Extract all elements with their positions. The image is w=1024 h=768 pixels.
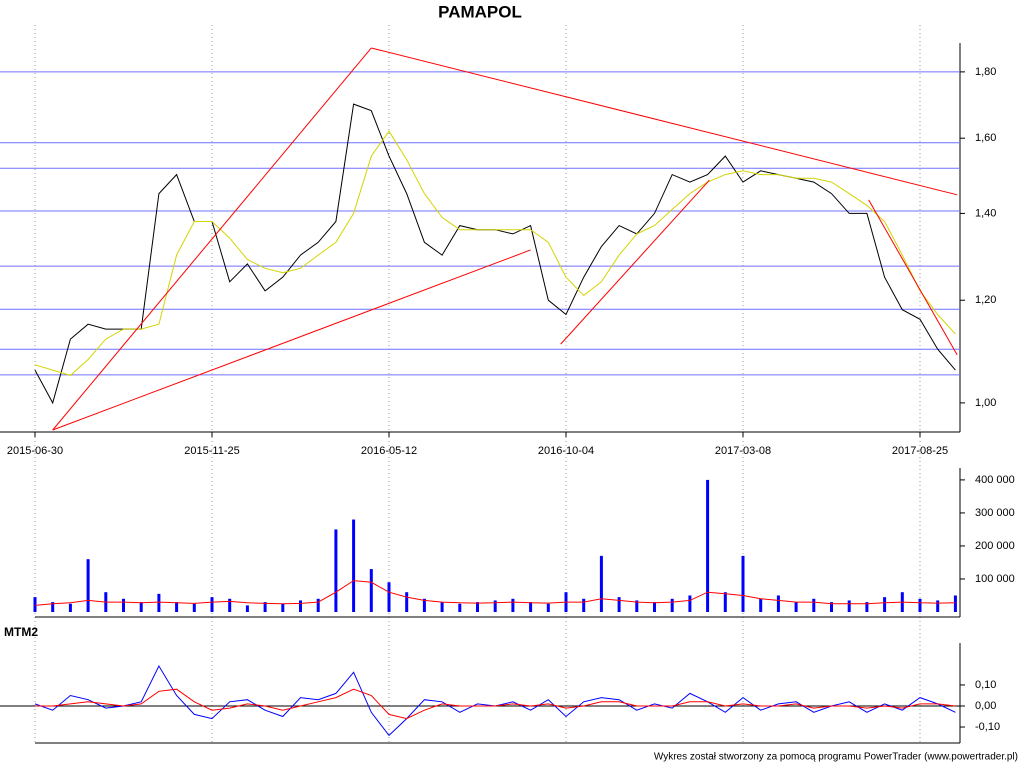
trend-line: [371, 47, 958, 196]
bar: [228, 598, 232, 612]
trend-line: [52, 249, 531, 431]
y-tick-label: 1,60: [975, 132, 996, 144]
trend-line: [868, 199, 958, 356]
x-tick-label: 2017-08-25: [892, 445, 948, 457]
bar: [476, 602, 479, 612]
bar: [387, 582, 391, 612]
bar: [776, 595, 780, 612]
series-line: [35, 688, 956, 720]
bar: [953, 595, 957, 612]
x-tick-label: 2015-06-30: [7, 445, 63, 457]
chart-title: PAMAPOL: [438, 2, 522, 21]
series-line: [34, 130, 956, 376]
bar: [86, 559, 90, 612]
trend-line: [560, 179, 710, 345]
bar: [599, 555, 603, 612]
bar: [883, 597, 887, 612]
bar: [847, 600, 851, 612]
x-tick-label: 2015-11-25: [184, 445, 239, 457]
bar: [157, 593, 161, 612]
y-tick-label: 100 000: [975, 573, 1015, 585]
y-tick-label: 200 000: [975, 540, 1015, 552]
x-tick-label: 2016-05-12: [361, 445, 417, 457]
bar: [830, 602, 833, 612]
bar: [546, 603, 550, 612]
bar: [741, 555, 745, 612]
bar: [334, 529, 338, 612]
bar: [670, 598, 674, 612]
panel-title: MTM2: [4, 625, 38, 639]
bar: [369, 569, 373, 612]
bar: [794, 602, 798, 612]
bar: [122, 598, 125, 612]
bar: [706, 479, 710, 612]
bar: [281, 603, 285, 612]
bar: [688, 595, 692, 612]
bar: [918, 598, 922, 612]
bar: [493, 600, 497, 612]
bar: [653, 602, 656, 612]
bar: [405, 592, 409, 612]
trend-line: [52, 47, 372, 431]
bar: [936, 600, 940, 612]
y-tick-label: 1,20: [975, 294, 996, 306]
bar: [582, 598, 586, 612]
bar: [422, 598, 426, 612]
bar: [263, 602, 267, 612]
series-line: [34, 580, 956, 606]
bar: [511, 598, 515, 612]
bar: [812, 598, 816, 612]
bar: [352, 519, 356, 612]
y-tick-label: 1,40: [975, 207, 996, 219]
footer: Wykres został stworzony za pomocą progra…: [654, 752, 1018, 763]
bar: [458, 603, 462, 612]
bar: [617, 597, 621, 612]
y-tick-label: 300 000: [975, 507, 1015, 519]
bar: [33, 597, 37, 612]
bar: [245, 605, 249, 612]
bar: [529, 602, 533, 612]
bar: [723, 592, 727, 612]
bar: [210, 597, 214, 612]
bar: [635, 600, 639, 612]
y-tick-label: -0,10: [975, 721, 1000, 733]
bar: [316, 598, 320, 612]
y-tick-label: 1,80: [975, 66, 996, 78]
bar: [68, 603, 72, 612]
bar: [192, 603, 196, 612]
bar: [299, 600, 302, 612]
y-tick-label: 400 000: [975, 474, 1015, 486]
series-line: [34, 664, 956, 737]
bar: [139, 602, 143, 612]
x-tick-label: 2017-03-08: [715, 445, 771, 457]
y-tick-label: 1,00: [975, 397, 996, 409]
bar: [175, 602, 179, 612]
bar: [51, 602, 55, 612]
series-line: [34, 103, 956, 405]
y-tick-label: 0,00: [975, 700, 996, 712]
bar: [865, 602, 869, 612]
x-tick-label: 2016-10-04: [538, 445, 594, 457]
bar: [759, 598, 763, 612]
y-tick-label: 0,10: [975, 679, 996, 691]
bar: [440, 602, 444, 612]
